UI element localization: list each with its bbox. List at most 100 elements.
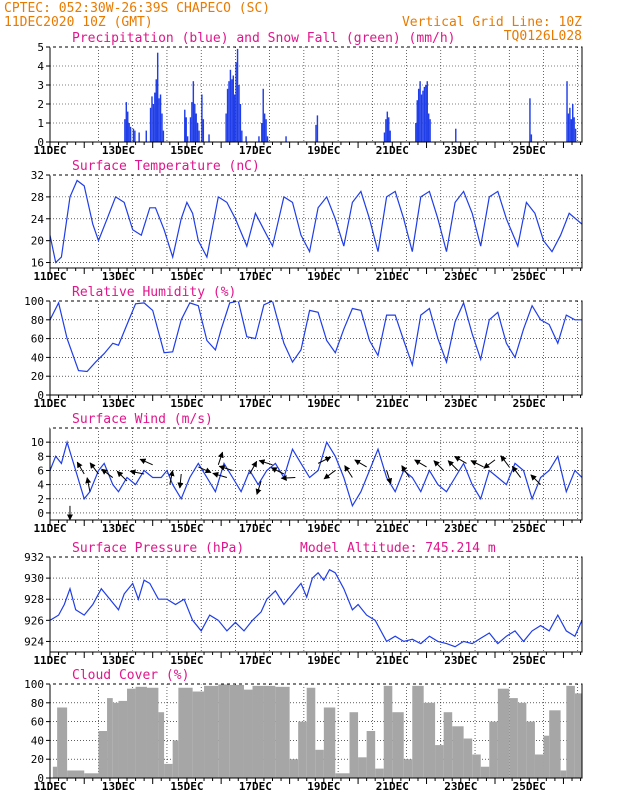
pressure-xtick-label: 13DEC: [102, 654, 135, 667]
precip-bar: [261, 123, 263, 142]
temp-xtick-label: 23DEC: [444, 270, 477, 283]
cloud-bar: [112, 702, 119, 778]
precip-bar: [189, 117, 192, 142]
pressure-xtick-label: 21DEC: [376, 654, 409, 667]
precip-bar: [225, 113, 227, 142]
precip-bar: [191, 102, 193, 142]
cloud-bar: [480, 766, 490, 778]
cloud-xtick-label: 13DEC: [102, 780, 135, 793]
wind-ytick-label: 10: [31, 436, 44, 449]
pressure-frame: [49, 556, 583, 653]
cloud-bar: [52, 766, 58, 778]
wind-arrow: [258, 459, 273, 466]
precip-bar: [569, 107, 571, 142]
precip-bar: [416, 100, 418, 142]
wind-ytick-label: 2: [37, 493, 44, 506]
temp-xtick-label: 13DEC: [102, 270, 135, 283]
cloud-title: Cloud Cover (%): [72, 668, 189, 683]
wind-arrow: [101, 468, 114, 478]
wind-arrow: [323, 470, 336, 480]
cloud-bar: [472, 754, 481, 778]
rh-title: Relative Humidity (%): [72, 285, 236, 300]
precip-bar: [265, 119, 267, 142]
rh-xtick-label: 19DEC: [307, 397, 340, 410]
cloud-bar: [218, 684, 230, 778]
precip-bar: [145, 130, 147, 142]
precip-bar: [233, 94, 236, 142]
wind-arrow: [344, 465, 353, 478]
cloud-bar: [192, 691, 205, 778]
wind-series-line: [50, 440, 582, 508]
wind-arrow: [129, 469, 145, 476]
forecast-datetime: 11DEC2020 10Z (GMT): [4, 15, 153, 30]
rh-ytick-label: 20: [31, 370, 44, 383]
pressure-series-line: [50, 568, 582, 648]
cloud-bar: [67, 770, 85, 778]
wind-ytick-label: 6: [37, 464, 44, 477]
cloud-ytick-label: 0: [37, 772, 44, 785]
precip-bar: [226, 88, 229, 142]
temp-xtick-label: 25DEC: [513, 270, 546, 283]
wind-arrow: [530, 474, 541, 485]
precip-bar: [202, 119, 205, 142]
cloud-bar: [549, 710, 561, 778]
cloud-bar: [517, 702, 527, 778]
precip-bar: [566, 81, 568, 142]
cloud-bar: [566, 685, 575, 778]
precip-bar: [231, 79, 233, 142]
rh-xtick-label: 17DEC: [239, 397, 272, 410]
cloud-bar: [335, 773, 350, 778]
cloud-bar: [392, 712, 404, 778]
wind-arrow: [168, 470, 175, 485]
cloud-xtick-label: 19DEC: [307, 780, 340, 793]
precip-bar: [285, 136, 287, 142]
pressure-xtick-label: 15DEC: [170, 654, 203, 667]
wind-arrow: [511, 465, 522, 478]
cloud-bar: [289, 759, 299, 778]
precip-bar: [201, 94, 203, 142]
wind-arrow: [401, 465, 410, 478]
wind-arrow: [218, 465, 233, 471]
temp-ytick-label: 20: [31, 235, 44, 248]
wind-arrow: [270, 467, 285, 475]
temp-ytick-label: 28: [31, 191, 44, 204]
wind-arrow: [280, 474, 296, 481]
temp-ytick-label: 24: [31, 213, 45, 226]
model-id: TQ0126L028: [503, 29, 582, 44]
pressure-xtick-label: 23DEC: [444, 654, 477, 667]
precip-bar: [573, 117, 575, 142]
cloud-bar: [463, 738, 473, 778]
cloud-bar: [118, 700, 128, 778]
precip-bar: [125, 102, 128, 142]
cloud-bar: [135, 686, 147, 778]
temp-ytick-label: 32: [31, 169, 44, 182]
wind-arrow: [483, 459, 496, 469]
precip-ytick-label: 4: [37, 60, 44, 73]
cloud-xtick-label: 17DEC: [239, 780, 272, 793]
cloud-bar: [366, 731, 376, 778]
precip-bar: [241, 130, 243, 142]
precip-bar: [235, 62, 237, 143]
precip-xtick-label: 11DEC: [33, 144, 66, 157]
wind-xtick-label: 21DEC: [376, 522, 409, 535]
precip-bar: [198, 130, 200, 142]
precip-bar: [262, 88, 264, 142]
cloud-ytick-label: 20: [31, 753, 44, 766]
pressure-xtick-label: 25DEC: [513, 654, 546, 667]
temp-xtick-label: 19DEC: [307, 270, 340, 283]
precip-xtick-label: 19DEC: [307, 144, 340, 157]
precip-bar: [315, 124, 317, 142]
cloud-bar: [383, 685, 393, 778]
wind-ytick-label: 4: [37, 479, 44, 492]
cloud-bar: [423, 702, 436, 778]
precip-ytick-label: 0: [37, 136, 44, 149]
precip-bar: [195, 113, 197, 142]
cloud-xtick-label: 23DEC: [444, 780, 477, 793]
cloud-bar: [574, 693, 582, 778]
pressure-ytick-label: 932: [24, 551, 44, 564]
precip-bar: [232, 75, 234, 142]
precip-bar: [570, 119, 573, 142]
rh-ytick-label: 60: [31, 333, 44, 346]
precip-bar: [192, 81, 195, 142]
station-header: CPTEC: 052:30W-26:39S CHAPECO (SC): [4, 1, 271, 16]
